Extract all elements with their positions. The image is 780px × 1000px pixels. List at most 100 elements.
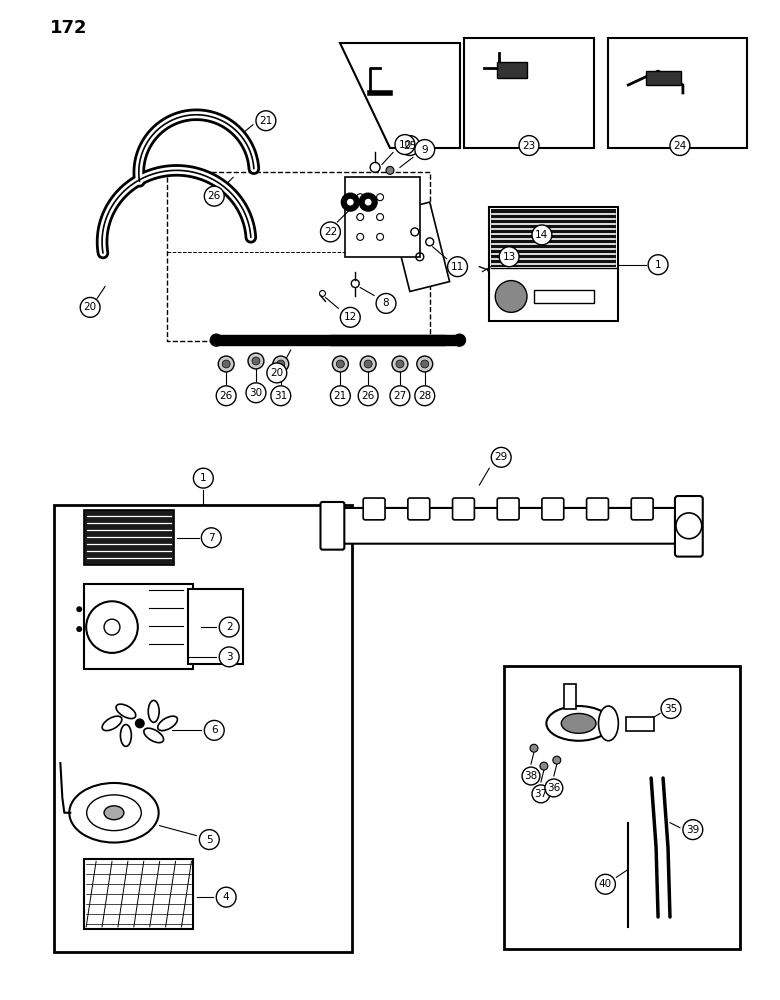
Text: 35: 35 [665, 704, 678, 714]
Text: 9: 9 [421, 145, 428, 155]
FancyBboxPatch shape [452, 498, 474, 520]
Text: 29: 29 [495, 452, 508, 462]
Circle shape [448, 257, 467, 277]
Circle shape [683, 820, 703, 840]
Circle shape [400, 136, 420, 155]
Text: 20: 20 [270, 368, 283, 378]
Circle shape [342, 193, 360, 211]
Circle shape [499, 247, 519, 267]
Circle shape [532, 785, 550, 803]
Text: 37: 37 [534, 789, 548, 799]
Text: 10: 10 [399, 140, 412, 150]
Circle shape [211, 334, 222, 346]
Circle shape [80, 297, 100, 317]
Text: 27: 27 [393, 391, 406, 401]
Text: 4: 4 [223, 892, 229, 902]
Circle shape [76, 606, 82, 612]
Circle shape [595, 874, 615, 894]
Circle shape [346, 198, 354, 206]
Circle shape [218, 356, 234, 372]
Circle shape [76, 626, 82, 632]
Polygon shape [340, 43, 459, 148]
Circle shape [415, 386, 434, 406]
Circle shape [396, 360, 404, 368]
Circle shape [545, 779, 562, 797]
Circle shape [553, 756, 561, 764]
Ellipse shape [104, 806, 124, 820]
Circle shape [271, 386, 291, 406]
Ellipse shape [598, 706, 619, 741]
Text: 25: 25 [403, 141, 417, 151]
Circle shape [522, 767, 540, 785]
FancyBboxPatch shape [363, 498, 385, 520]
Circle shape [390, 386, 410, 406]
FancyBboxPatch shape [84, 859, 193, 929]
Ellipse shape [116, 704, 136, 719]
Ellipse shape [87, 795, 141, 831]
Circle shape [193, 468, 213, 488]
Text: 30: 30 [250, 388, 263, 398]
Circle shape [332, 356, 349, 372]
FancyBboxPatch shape [336, 508, 692, 544]
FancyBboxPatch shape [564, 684, 576, 709]
Circle shape [340, 307, 360, 327]
Circle shape [364, 198, 372, 206]
Ellipse shape [158, 716, 177, 731]
Text: 23: 23 [523, 141, 536, 151]
FancyBboxPatch shape [608, 38, 747, 148]
FancyBboxPatch shape [631, 498, 653, 520]
FancyBboxPatch shape [504, 666, 740, 949]
Circle shape [358, 386, 378, 406]
Text: 31: 31 [274, 391, 287, 401]
FancyBboxPatch shape [464, 38, 594, 148]
Polygon shape [390, 202, 449, 291]
Circle shape [532, 225, 551, 245]
Text: 12: 12 [344, 312, 357, 322]
Ellipse shape [562, 713, 596, 733]
FancyBboxPatch shape [491, 209, 616, 267]
Circle shape [420, 360, 429, 368]
FancyBboxPatch shape [542, 498, 564, 520]
Circle shape [648, 255, 668, 275]
Circle shape [267, 363, 287, 383]
Circle shape [248, 353, 264, 369]
Circle shape [392, 356, 408, 372]
Circle shape [491, 447, 511, 467]
Ellipse shape [102, 716, 122, 731]
Circle shape [252, 357, 260, 365]
FancyBboxPatch shape [55, 505, 353, 952]
Circle shape [277, 360, 285, 368]
Circle shape [201, 528, 222, 548]
Text: 38: 38 [524, 771, 537, 781]
FancyBboxPatch shape [497, 62, 527, 78]
Ellipse shape [148, 700, 159, 722]
Circle shape [417, 356, 433, 372]
Ellipse shape [546, 706, 611, 741]
Text: 5: 5 [206, 835, 213, 845]
Text: 3: 3 [226, 652, 232, 662]
Circle shape [453, 334, 466, 346]
FancyBboxPatch shape [189, 589, 243, 664]
Circle shape [246, 383, 266, 403]
FancyBboxPatch shape [587, 498, 608, 520]
FancyBboxPatch shape [346, 177, 420, 257]
Text: 21: 21 [334, 391, 347, 401]
Circle shape [376, 293, 396, 313]
Text: 20: 20 [83, 302, 97, 312]
Ellipse shape [69, 783, 158, 843]
FancyBboxPatch shape [626, 717, 654, 731]
Text: 26: 26 [207, 191, 221, 201]
Circle shape [216, 386, 236, 406]
Text: 22: 22 [324, 227, 337, 237]
Circle shape [222, 360, 230, 368]
Circle shape [200, 830, 219, 849]
Circle shape [273, 356, 289, 372]
Circle shape [321, 222, 340, 242]
Circle shape [256, 111, 276, 131]
FancyBboxPatch shape [216, 335, 445, 345]
Text: 1: 1 [654, 260, 661, 270]
Circle shape [530, 744, 538, 752]
FancyBboxPatch shape [84, 510, 174, 565]
FancyBboxPatch shape [491, 270, 616, 319]
Circle shape [386, 166, 394, 174]
